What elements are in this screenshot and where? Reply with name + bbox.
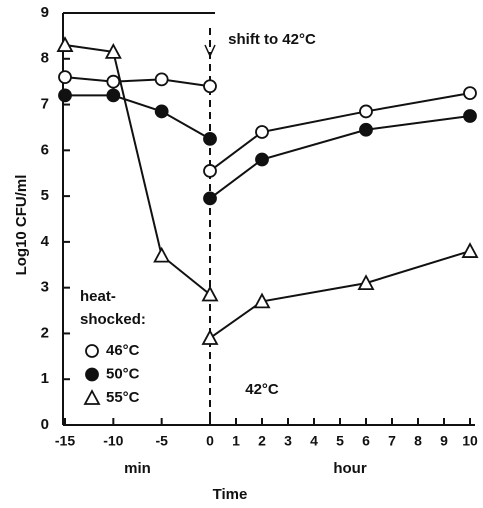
marker — [359, 122, 373, 137]
x-tick-label: 5 — [336, 433, 344, 449]
y-tick-label: 8 — [41, 50, 49, 67]
x-tick-label: 0 — [206, 433, 214, 449]
marker — [203, 191, 217, 206]
x-tick-label: 3 — [284, 433, 292, 449]
marker — [203, 164, 217, 178]
y-tick-label: 9 — [41, 4, 49, 21]
marker — [357, 274, 375, 290]
marker — [56, 36, 74, 52]
marker — [463, 109, 477, 123]
legend-label: 46°C — [106, 342, 140, 359]
shift-arrow — [204, 44, 216, 58]
marker — [203, 131, 217, 146]
marker — [154, 104, 169, 119]
x-tick-label: 6 — [362, 433, 370, 449]
marker — [106, 88, 121, 103]
x-unit-label: min — [124, 460, 151, 477]
series-line — [209, 115, 471, 200]
marker — [106, 74, 121, 89]
y-tick-label: 6 — [41, 141, 49, 158]
shift-annotation: shift to 42°C — [228, 31, 316, 48]
x-tick-label: 7 — [388, 433, 396, 449]
series-line — [65, 94, 211, 140]
series-line — [64, 76, 211, 88]
marker — [463, 86, 477, 101]
temp-annotation: 42°C — [245, 381, 279, 398]
x-tick-label: -5 — [155, 433, 168, 449]
marker — [58, 88, 72, 103]
marker — [153, 246, 171, 263]
x-tick-label: -15 — [55, 433, 75, 449]
y-tick-label: 4 — [41, 233, 50, 250]
x-tick-label: 8 — [414, 433, 422, 449]
legend-title: shocked: — [80, 311, 146, 328]
x-tick-label: 4 — [310, 433, 318, 449]
marker — [83, 389, 101, 405]
marker — [85, 344, 99, 358]
y-tick-label: 0 — [41, 416, 49, 433]
y-tick-label: 7 — [41, 96, 49, 113]
y-tick-label: 3 — [41, 279, 49, 296]
x-tick-label: 1 — [232, 433, 240, 449]
legend-label: 55°C — [106, 389, 140, 406]
marker — [201, 329, 219, 345]
y-tick-label: 2 — [41, 324, 49, 341]
marker — [201, 285, 219, 302]
series-line — [209, 250, 471, 339]
marker — [359, 104, 373, 119]
marker — [154, 72, 169, 87]
x-tick-label: 2 — [258, 433, 266, 449]
marker — [85, 367, 99, 382]
x-tick-label: 10 — [462, 433, 478, 449]
x-tick-label: -10 — [103, 433, 123, 449]
marker — [203, 79, 217, 94]
y-tick-label: 5 — [41, 187, 49, 204]
marker — [104, 43, 122, 59]
x-axis-title: Time — [213, 486, 248, 503]
x-unit-label: hour — [333, 460, 366, 477]
marker — [461, 242, 479, 258]
series-line — [64, 44, 211, 296]
marker — [253, 292, 271, 309]
legend-title: heat- — [80, 288, 116, 305]
marker — [58, 70, 72, 84]
marker — [255, 125, 269, 139]
series-line — [209, 92, 471, 172]
marker — [255, 152, 269, 167]
legend-label: 50°C — [106, 365, 140, 382]
y-tick-label: 1 — [41, 370, 49, 387]
y-axis-label: Log10 CFU/ml — [13, 175, 30, 276]
x-tick-label: 9 — [440, 433, 448, 449]
